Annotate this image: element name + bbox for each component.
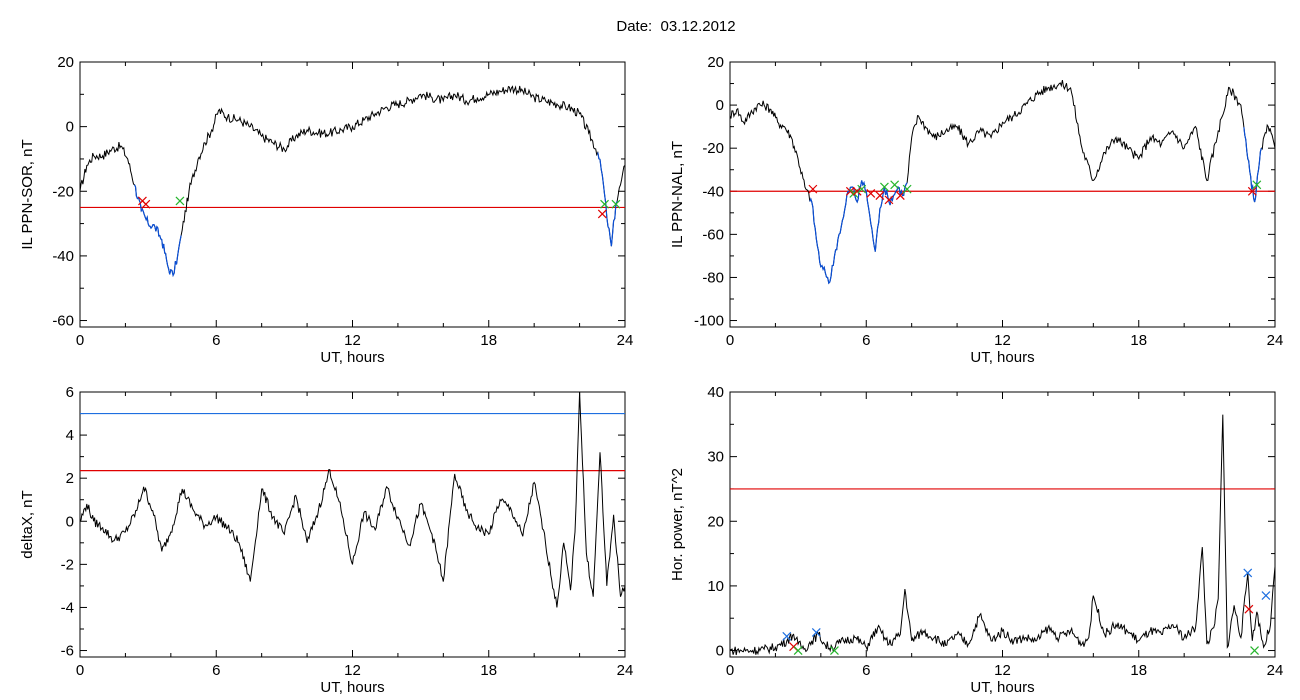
event-marker	[902, 184, 912, 194]
plot-frame	[79, 61, 626, 328]
y-tick-label: 20	[57, 54, 74, 71]
y-tick-label: -20	[702, 140, 724, 157]
y-axis-label: deltaX, nT	[19, 490, 36, 558]
x-tick-label: 6	[212, 662, 220, 679]
event-marker	[879, 182, 889, 192]
y-tick-label: 0	[66, 119, 74, 136]
event-marker	[808, 184, 818, 194]
y-tick-label: 0	[66, 513, 74, 530]
plot-area	[730, 80, 1275, 285]
y-tick-label: -2	[61, 556, 74, 573]
series-line	[730, 414, 1275, 656]
event-marker	[890, 180, 900, 190]
y-axis-label: Hor. power, nT^2	[669, 468, 686, 581]
disturbed-segment	[809, 180, 908, 285]
panel-il-ppn-sor: 0 6 12 18 24 -60 -40 -20 0 20 UT, hours IL PPN-SOR,…	[19, 54, 633, 366]
series-line	[80, 392, 625, 608]
x-axis-label: UT, hours	[970, 349, 1034, 366]
y-tick-label: 20	[707, 513, 724, 530]
x-tick-label: 18	[480, 662, 497, 679]
y-tick-label: -40	[702, 183, 724, 200]
event-marker	[175, 196, 185, 206]
x-axis-label: UT, hours	[970, 679, 1034, 696]
y-tick-label: 0	[716, 97, 724, 114]
y-tick-label: 40	[707, 384, 724, 401]
event-marker	[597, 209, 607, 219]
y-tick-label: -100	[694, 313, 724, 330]
y-tick-label: 30	[707, 449, 724, 466]
y-tick-label: 6	[66, 384, 74, 401]
event-marker	[611, 199, 621, 209]
x-tick-label: 24	[1267, 332, 1284, 349]
y-tick-label: 20	[707, 54, 724, 71]
event-marker	[1247, 186, 1257, 196]
event-marker	[1244, 604, 1254, 614]
y-tick-label: -20	[52, 183, 74, 200]
x-tick-label: 12	[344, 332, 361, 349]
event-marker	[1252, 180, 1262, 190]
event-marker	[782, 631, 792, 641]
x-tick-label: 0	[76, 662, 84, 679]
y-tick-label: 10	[707, 578, 724, 595]
x-tick-label: 18	[1130, 332, 1147, 349]
x-tick-label: 24	[617, 662, 634, 679]
x-tick-label: 12	[344, 662, 361, 679]
x-tick-label: 18	[480, 332, 497, 349]
event-marker	[811, 628, 821, 637]
plot-frame	[729, 61, 1276, 328]
x-tick-label: 12	[994, 662, 1011, 679]
page-title: Date: 03.12.2012	[616, 18, 736, 35]
event-marker	[1250, 646, 1259, 655]
y-tick-label: -80	[702, 269, 724, 286]
x-tick-label: 6	[862, 332, 870, 349]
y-tick-label: 4	[66, 427, 74, 444]
plot-area	[80, 392, 625, 608]
x-tick-label: 18	[1130, 662, 1147, 679]
event-marker	[1243, 568, 1253, 578]
y-tick-label: -40	[52, 248, 74, 265]
event-marker	[875, 191, 885, 201]
event-marker	[1261, 591, 1271, 601]
panel-hor-power: 0 6 12 18 24 0 10 20 30 40 UT, hours Hor. power, nT…	[669, 384, 1283, 696]
x-tick-label: 0	[726, 332, 734, 349]
x-tick-label: 24	[617, 332, 634, 349]
y-tick-label: -60	[52, 313, 74, 330]
plot-frame	[729, 391, 1276, 658]
event-marker	[866, 188, 876, 198]
x-tick-label: 6	[862, 662, 870, 679]
event-marker	[830, 646, 839, 655]
event-marker	[852, 186, 862, 196]
y-axis-label: IL PPN-SOR, nT	[19, 139, 36, 249]
event-marker	[857, 184, 867, 194]
panel-il-ppn-nal: 0 6 12 18 24 -100 -80 -60 -40 -20 0 20 UT, hours IL P…	[669, 54, 1283, 366]
event-marker	[884, 195, 894, 205]
plot-area	[730, 414, 1275, 656]
y-tick-label: -60	[702, 226, 724, 243]
y-tick-label: 0	[716, 643, 724, 660]
event-marker	[793, 646, 803, 655]
x-axis-label: UT, hours	[320, 349, 384, 366]
series-line	[80, 85, 625, 277]
x-tick-label: 12	[994, 332, 1011, 349]
y-tick-label: 2	[66, 470, 74, 487]
x-axis-label: UT, hours	[320, 679, 384, 696]
x-tick-label: 6	[212, 332, 220, 349]
event-marker	[600, 199, 609, 209]
event-marker	[141, 199, 151, 209]
y-tick-label: -4	[61, 599, 74, 616]
series-line	[730, 80, 1275, 285]
plot-frame	[79, 391, 626, 658]
plot-area	[80, 85, 625, 278]
disturbed-segment	[1243, 127, 1262, 203]
x-tick-label: 0	[76, 332, 84, 349]
x-tick-label: 0	[726, 662, 734, 679]
x-tick-label: 24	[1267, 662, 1284, 679]
y-tick-label: -6	[61, 643, 74, 660]
y-axis-label: IL PPN-NAL, nT	[669, 141, 686, 248]
disturbed-segment	[133, 184, 182, 278]
disturbed-segment	[597, 152, 618, 247]
